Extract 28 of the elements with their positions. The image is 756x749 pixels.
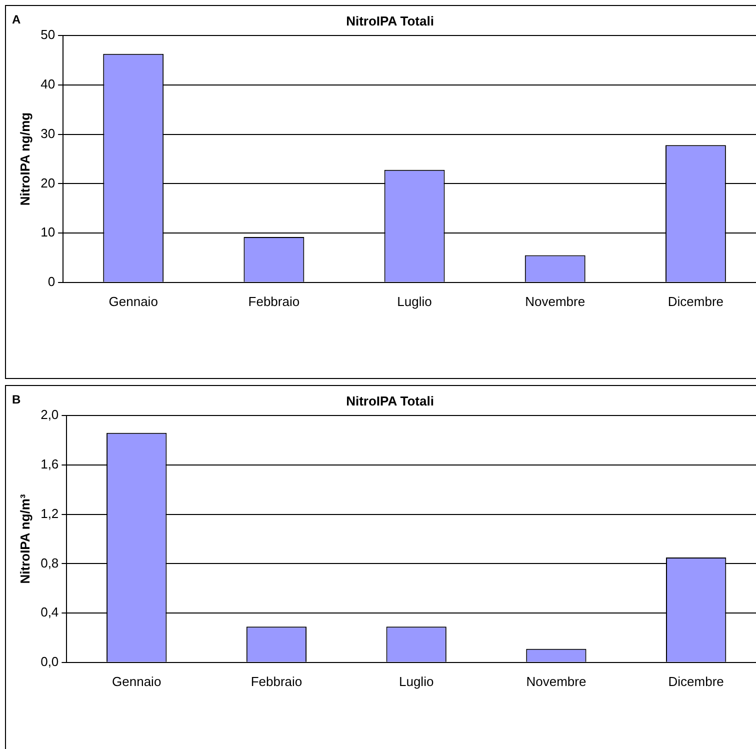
- y-tick-label: 40: [40, 76, 56, 92]
- y-tick-label: 0: [48, 274, 56, 289]
- x-tick-label: Novembre: [525, 294, 586, 309]
- y-tick-label: 0,8: [40, 555, 59, 570]
- chart-title: NitroIPA Totali: [346, 393, 434, 408]
- x-tick-label: Gennaio: [108, 294, 158, 309]
- x-tick-label: Luglio: [398, 674, 434, 689]
- y-tick-label: 10: [40, 224, 56, 240]
- y-tick-label: 1,6: [40, 456, 59, 472]
- text: B: [12, 392, 21, 406]
- chart-title: NitroIPA Totali: [346, 13, 434, 28]
- text: A: [12, 12, 21, 26]
- x-tick-label: Luglio: [397, 294, 432, 309]
- x-tick-label: Gennaio: [112, 674, 162, 689]
- x-tick-label: Novembre: [526, 674, 586, 689]
- x-tick-label: Dicembre: [668, 674, 724, 689]
- y-axis-title: NitroIPA ng/mg: [17, 112, 32, 206]
- y-tick-label: 1,2: [40, 506, 59, 521]
- x-tick-label: Febbraio: [250, 674, 302, 689]
- y-tick-label: 0,4: [40, 604, 59, 620]
- x-tick-label: Febbraio: [248, 294, 300, 309]
- y-tick-label: 0,0: [40, 654, 59, 669]
- y-tick-label: 30: [40, 126, 56, 141]
- y-axis-title: NitroIPA ng/m³: [17, 494, 32, 584]
- y-tick-label: 20: [40, 175, 56, 190]
- y-tick-label: 2,0: [40, 407, 59, 422]
- y-tick-label: 50: [40, 27, 56, 42]
- x-tick-label: Dicembre: [668, 294, 724, 309]
